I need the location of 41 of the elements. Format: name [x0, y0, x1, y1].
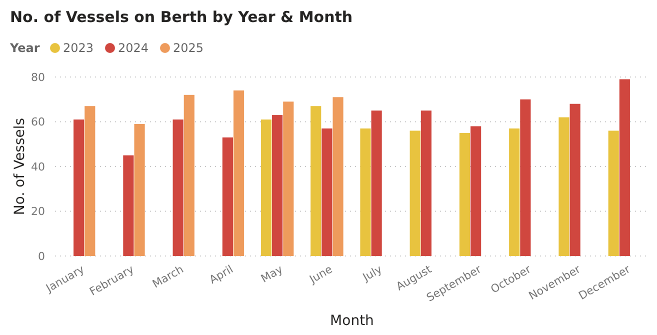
bar [134, 124, 145, 256]
x-axis-title: Month [330, 313, 374, 329]
bar [509, 128, 520, 256]
chart-title: No. of Vessels on Berth by Year & Month [10, 8, 353, 26]
bar [360, 128, 371, 256]
bar [332, 97, 344, 256]
y-tick-label: 60 [31, 116, 45, 129]
y-tick-label: 0 [38, 250, 45, 263]
bar [283, 102, 294, 256]
bar [310, 106, 322, 256]
bar [520, 99, 531, 256]
x-tick-label: July [360, 262, 385, 284]
bar [272, 115, 283, 256]
legend-label: 2023 [63, 41, 94, 55]
bar [74, 120, 84, 256]
bar [410, 130, 420, 256]
bar [123, 155, 134, 256]
x-tick-label: May [258, 262, 286, 286]
bar [470, 126, 482, 256]
bar [371, 110, 382, 256]
legend-title: Year [9, 41, 40, 55]
y-tick-label: 40 [31, 160, 45, 174]
bar [459, 132, 470, 256]
bar [420, 110, 432, 256]
bar [260, 120, 272, 256]
y-tick-label: 20 [31, 205, 45, 218]
bar [558, 117, 570, 256]
bar [608, 130, 619, 256]
bar [619, 79, 630, 256]
x-tick-label: June [306, 262, 335, 286]
legend-label: 2024 [118, 41, 149, 55]
bar [322, 128, 332, 256]
bar [233, 90, 244, 256]
bar [84, 106, 96, 256]
y-axis-title: No. of Vessels [12, 118, 28, 216]
y-tick-label: 80 [31, 70, 45, 84]
bar [184, 94, 194, 256]
bar [172, 120, 184, 256]
legend-label: 2025 [173, 41, 204, 55]
bar [222, 137, 233, 256]
bar [570, 104, 580, 256]
